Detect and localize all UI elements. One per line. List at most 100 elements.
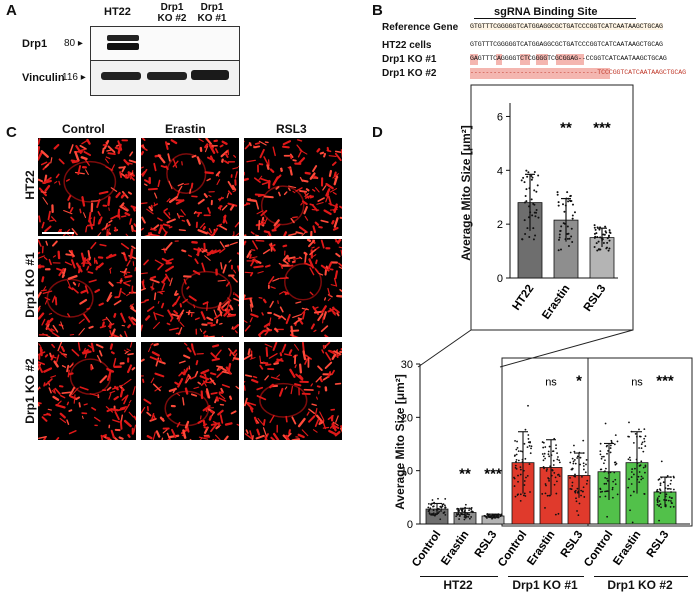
main-dot bbox=[497, 513, 500, 516]
mito-segment bbox=[120, 215, 127, 218]
mito-segment bbox=[234, 232, 239, 236]
mito-segment bbox=[54, 387, 61, 395]
mito-segment bbox=[244, 397, 248, 407]
mito-segment bbox=[318, 225, 323, 229]
main-dot bbox=[631, 521, 634, 524]
main-dot bbox=[643, 492, 646, 495]
mito-segment bbox=[106, 367, 115, 373]
main-dot bbox=[441, 505, 444, 508]
mito-segment bbox=[220, 150, 229, 158]
main-dot bbox=[613, 443, 616, 446]
nucleus-outline bbox=[166, 153, 207, 194]
mito-segment bbox=[264, 264, 271, 268]
mito-segment bbox=[312, 225, 316, 233]
mito-segment bbox=[309, 172, 316, 180]
mito-segment bbox=[149, 356, 160, 362]
main-dot bbox=[606, 452, 608, 455]
mito-segment bbox=[181, 249, 187, 253]
mito-segment bbox=[63, 209, 73, 215]
mito-segment bbox=[231, 184, 237, 191]
mito-segment bbox=[208, 194, 212, 198]
seq-label-ko1: Drp1 KO #1 bbox=[382, 54, 437, 65]
mito-segment bbox=[55, 437, 60, 440]
mito-segment bbox=[309, 203, 315, 206]
mito-segment bbox=[152, 224, 160, 231]
nucleus-outline bbox=[284, 263, 322, 301]
mito-segment bbox=[215, 349, 222, 358]
inset-dot bbox=[531, 214, 534, 217]
inset-dot bbox=[593, 232, 596, 235]
mito-segment bbox=[304, 192, 310, 199]
mito-segment bbox=[101, 147, 105, 154]
main-dot bbox=[555, 492, 558, 495]
mito-segment bbox=[79, 386, 89, 391]
mito-segment bbox=[292, 190, 296, 194]
inset-dot bbox=[608, 231, 611, 234]
main-dot bbox=[605, 482, 608, 485]
mito-segment bbox=[45, 317, 54, 326]
mito-segment bbox=[41, 221, 45, 229]
mito-segment bbox=[123, 268, 128, 273]
main-xtick-label: Erastin bbox=[611, 529, 643, 568]
main-dot bbox=[542, 446, 545, 449]
mito-segment bbox=[227, 190, 233, 195]
mito-segment bbox=[310, 383, 313, 387]
main-dot bbox=[669, 476, 672, 478]
mito-segment bbox=[299, 256, 303, 260]
main-dot bbox=[551, 469, 554, 472]
micrograph-ko1-erastin bbox=[141, 239, 239, 337]
main-dot bbox=[515, 453, 518, 456]
main-dot bbox=[524, 457, 527, 460]
mito-segment bbox=[121, 270, 131, 274]
group-label-ko2: Drp1 KO #2 bbox=[607, 578, 673, 592]
mito-segment bbox=[196, 250, 201, 256]
mito-segment bbox=[258, 334, 262, 337]
mito-segment bbox=[75, 396, 81, 401]
seq-label-ko2: Drp1 KO #2 bbox=[382, 68, 437, 79]
mito-segment bbox=[107, 145, 116, 154]
mito-segment bbox=[338, 266, 342, 269]
inset-dot bbox=[560, 225, 563, 228]
main-dot bbox=[546, 494, 549, 497]
mito-segment bbox=[98, 350, 103, 357]
mito-segment bbox=[142, 378, 145, 383]
mito-segment bbox=[197, 212, 201, 218]
main-dot bbox=[516, 446, 519, 449]
main-dot bbox=[574, 475, 577, 478]
main-dot bbox=[629, 494, 632, 497]
micrograph-ko1-rsl3 bbox=[244, 239, 342, 337]
blot-vinculin-bands bbox=[101, 70, 229, 80]
mito-segment bbox=[200, 378, 209, 386]
mito-segment bbox=[225, 281, 231, 287]
mito-segment bbox=[339, 288, 342, 293]
mito-segment bbox=[174, 295, 181, 306]
main-dot bbox=[455, 515, 458, 518]
mito-segment bbox=[233, 269, 237, 274]
main-dot bbox=[517, 480, 519, 483]
mito-segment bbox=[255, 434, 265, 440]
blot-drp1-membrane bbox=[90, 26, 240, 64]
mito-segment bbox=[38, 215, 41, 223]
main-dot bbox=[632, 473, 635, 476]
mito-segment bbox=[256, 395, 267, 401]
main-dot bbox=[544, 457, 547, 460]
mito-segment bbox=[189, 188, 192, 194]
mito-segment bbox=[312, 188, 316, 192]
main-dot bbox=[545, 469, 548, 472]
mito-segment bbox=[259, 177, 270, 183]
mito-segment bbox=[166, 218, 176, 224]
mito-segment bbox=[112, 334, 121, 337]
mito-segment bbox=[125, 233, 129, 236]
main-significance: *** bbox=[656, 372, 674, 389]
inset-dot bbox=[566, 225, 569, 228]
mito-segment bbox=[129, 151, 134, 157]
main-dot bbox=[643, 440, 646, 443]
inset-dot bbox=[593, 236, 596, 239]
mito-segment bbox=[279, 291, 285, 295]
main-dot bbox=[631, 468, 634, 470]
seq-label-ht22: HT22 cells bbox=[382, 40, 432, 51]
main-dot bbox=[541, 493, 544, 495]
mito-segment bbox=[159, 357, 163, 363]
mito-segment bbox=[113, 312, 117, 318]
mito-segment bbox=[318, 272, 324, 276]
